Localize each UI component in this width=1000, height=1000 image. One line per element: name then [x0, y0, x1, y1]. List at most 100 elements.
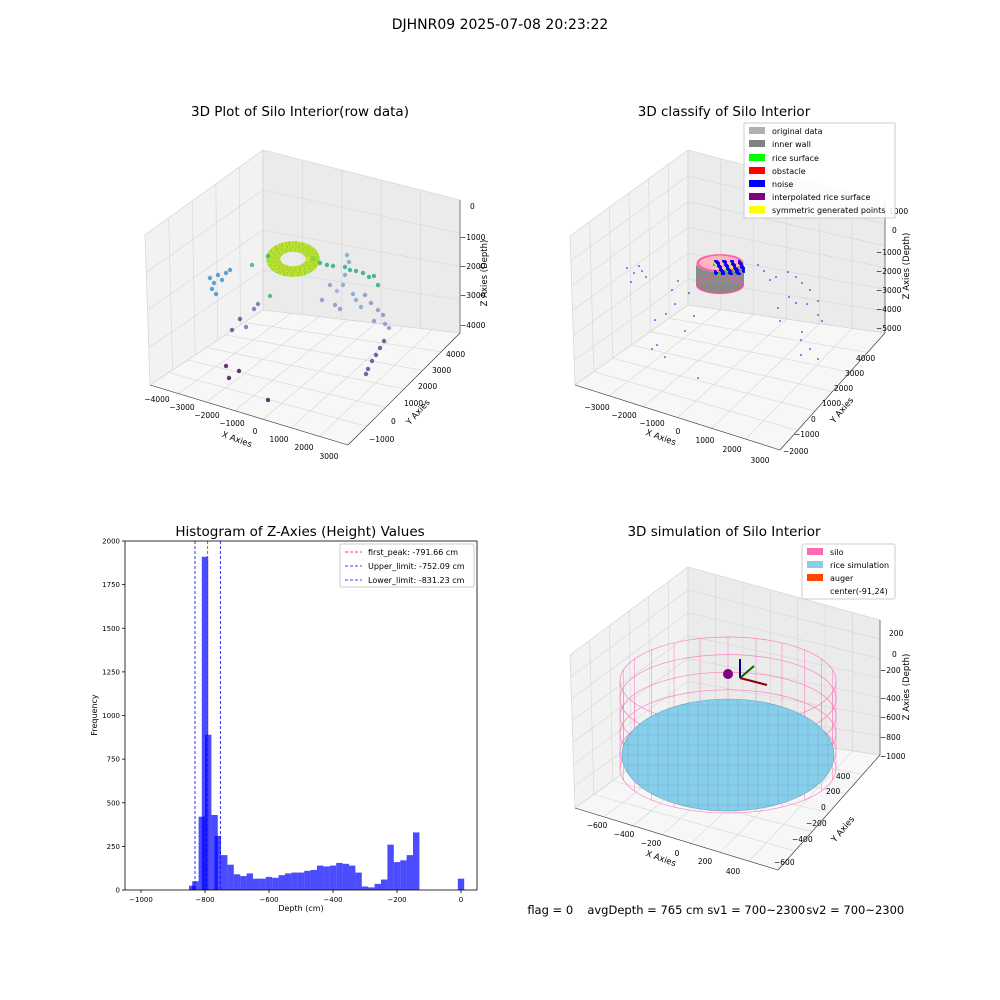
data-point [236, 368, 242, 374]
data-point [305, 255, 311, 262]
plot-area [125, 541, 477, 890]
grid-line [146, 189, 264, 273]
y-tick: −200 [806, 819, 827, 828]
data-point [369, 358, 375, 364]
auger-marker [723, 659, 768, 686]
noise-point [729, 269, 733, 273]
interpolated-point [701, 278, 704, 281]
interpolated-point [722, 276, 724, 278]
data-point [375, 307, 381, 313]
x-tick: 0 [676, 427, 681, 436]
noise-point [817, 300, 819, 302]
grid-line [612, 358, 816, 412]
data-point [346, 259, 352, 265]
noise-point [736, 268, 740, 272]
flag-value: flag = 0 [527, 903, 574, 917]
noise-point [742, 270, 746, 274]
histogram-bar [393, 862, 401, 890]
noise-point [801, 282, 803, 284]
grid-line [244, 322, 442, 352]
data-point [365, 366, 371, 372]
x-tick-label: −1000 [129, 896, 153, 904]
histogram-bar [240, 876, 247, 890]
interpolated-point [712, 276, 714, 279]
y-ticks: 0 250 500 750 1000 1250 1500 1750 2000 [102, 538, 125, 895]
legend-frame [339, 543, 475, 588]
y-axis-label: Y Axies [829, 814, 857, 845]
x-tick: 2000 [722, 445, 741, 454]
histogram-bar [368, 887, 375, 890]
grid-line [148, 269, 264, 348]
interpolated-point [730, 277, 732, 279]
y-tick: 4000 [446, 350, 465, 359]
data-point [386, 325, 392, 331]
rice-surface [621, 698, 835, 812]
x-tick: 2000 [294, 443, 313, 452]
y-tick-label: 1250 [102, 668, 120, 676]
data-point [327, 282, 333, 288]
histogram-bar [400, 860, 407, 890]
x-tick: 400 [726, 867, 741, 875]
z-tick: −3000 [876, 286, 902, 295]
interpolated-point [742, 283, 744, 286]
histogram-bar [361, 886, 369, 890]
noise-point [800, 339, 802, 341]
y-tick: −600 [774, 858, 795, 867]
noise-point [638, 265, 640, 267]
x-ticks: −4000 −3000 −2000 −1000 0 1000 2000 3000 [144, 395, 338, 461]
histogram-bar [201, 556, 209, 890]
data-point [347, 267, 353, 273]
z-tick: −400 [880, 694, 901, 703]
grid-line [609, 625, 613, 782]
y-tick: −1000 [794, 430, 820, 439]
noise-point [719, 265, 723, 269]
grid-line [569, 654, 576, 809]
data-point [373, 352, 379, 358]
z-tick: −4000 [460, 321, 486, 330]
axis-line [574, 384, 781, 451]
y-tick: 3000 [845, 369, 864, 378]
interpolated-point [735, 290, 737, 292]
x-tick-label: 0 [459, 896, 463, 904]
interpolated-point [734, 256, 737, 259]
z-tick: 0 [892, 226, 897, 235]
x-axis-label: Depth (cm) [278, 904, 323, 913]
x-tick-label: −200 [387, 896, 406, 904]
y-tick: 1000 [404, 399, 423, 408]
noise-point [665, 313, 667, 315]
grid-line [215, 183, 219, 341]
interpolated-point [724, 292, 726, 294]
data-point [223, 270, 229, 276]
interpolated-point [732, 255, 735, 258]
interpolated-point [735, 278, 737, 280]
grid-line [687, 566, 881, 621]
interpolated-point [704, 290, 707, 293]
data-point [213, 291, 219, 297]
noise-point [697, 377, 699, 379]
x-tick: −3000 [584, 403, 610, 412]
legend-label: obstacle [772, 167, 806, 176]
legend-frame [801, 543, 896, 600]
interpolated-point [710, 276, 712, 279]
data-point [215, 272, 221, 278]
z-tick: 0 [470, 202, 475, 211]
data-point [211, 280, 217, 286]
interpolated-point [726, 291, 728, 294]
interpolated-point [733, 290, 736, 293]
noise-point [722, 272, 726, 276]
grid-line [650, 331, 851, 373]
x-tick: −1000 [219, 419, 245, 428]
x-ticks: −3000 −2000 −1000 0 1000 2000 3000 [584, 403, 769, 465]
histogram-bar [317, 865, 324, 890]
histogram-bar [413, 832, 420, 890]
x-tick: −200 [641, 839, 662, 848]
interpolated-point [703, 290, 705, 292]
noise-point [788, 296, 790, 298]
data-point [381, 338, 387, 344]
interpolated-point [736, 278, 739, 281]
data-point [207, 275, 213, 281]
y-tick: 0 [811, 415, 816, 424]
legend-label: interpolated rice surface [772, 193, 870, 202]
histogram-bar [329, 865, 337, 890]
y-tick: 200 [826, 787, 841, 796]
